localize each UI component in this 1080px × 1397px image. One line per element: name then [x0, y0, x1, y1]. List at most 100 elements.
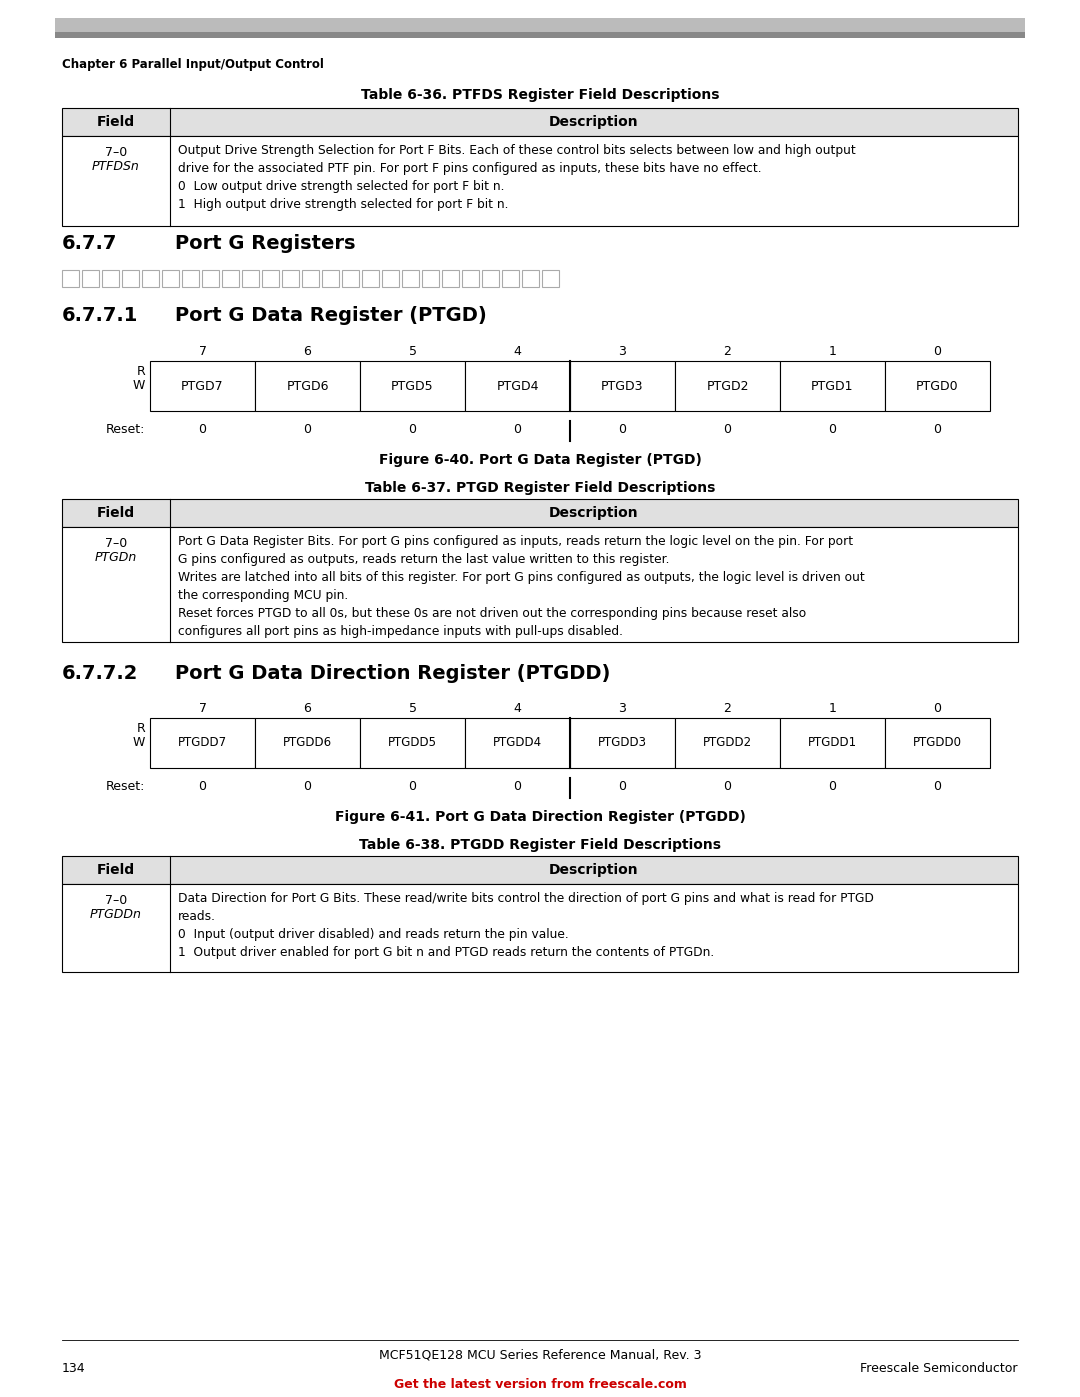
Text: Table 6-38. PTGDD Register Field Descriptions: Table 6-38. PTGDD Register Field Descrip… — [359, 838, 721, 852]
Text: 0: 0 — [724, 780, 731, 793]
Text: 0: 0 — [724, 423, 731, 436]
Text: Field: Field — [97, 115, 135, 129]
Text: 1  High output drive strength selected for port F bit n.: 1 High output drive strength selected fo… — [178, 198, 509, 211]
Text: 7–0: 7–0 — [105, 147, 127, 159]
Bar — [522, 270, 539, 286]
Bar — [183, 270, 199, 286]
Bar — [62, 499, 1018, 527]
Bar — [322, 270, 339, 286]
Text: 0: 0 — [933, 780, 942, 793]
Bar — [362, 270, 379, 286]
Bar — [780, 360, 885, 411]
Text: 1: 1 — [828, 345, 836, 358]
Bar — [360, 360, 465, 411]
Text: PTGD0: PTGD0 — [916, 380, 959, 393]
Text: Figure 6-40. Port G Data Register (PTGD): Figure 6-40. Port G Data Register (PTGD) — [379, 453, 701, 467]
Bar — [570, 718, 675, 768]
Text: Writes are latched into all bits of this register. For port G pins configured as: Writes are latched into all bits of this… — [178, 571, 865, 584]
Bar — [141, 270, 159, 286]
Text: Reset forces PTGD to all 0s, but these 0s are not driven out the corresponding p: Reset forces PTGD to all 0s, but these 0… — [178, 608, 807, 620]
Bar — [482, 270, 499, 286]
Text: PTGDDn: PTGDDn — [90, 908, 141, 921]
Text: PTGDD7: PTGDD7 — [178, 736, 227, 750]
Bar — [402, 270, 419, 286]
Text: PTFDSn: PTFDSn — [92, 161, 140, 173]
Text: Figure 6-41. Port G Data Direction Register (PTGDD): Figure 6-41. Port G Data Direction Regis… — [335, 810, 745, 824]
Text: PTGD3: PTGD3 — [602, 380, 644, 393]
Text: Freescale Semiconductor: Freescale Semiconductor — [861, 1362, 1018, 1375]
Text: 0: 0 — [933, 703, 942, 715]
Text: Chapter 6 Parallel Input/Output Control: Chapter 6 Parallel Input/Output Control — [62, 59, 324, 71]
Bar — [570, 360, 675, 411]
Text: 0: 0 — [303, 780, 311, 793]
Text: PTGD7: PTGD7 — [181, 380, 224, 393]
Text: Description: Description — [550, 506, 638, 520]
Bar — [780, 718, 885, 768]
Text: 7–0: 7–0 — [105, 894, 127, 907]
Text: Reset:: Reset: — [106, 423, 145, 436]
Text: Port G Data Direction Register (PTGDD): Port G Data Direction Register (PTGDD) — [175, 664, 610, 683]
Bar — [675, 718, 780, 768]
Bar — [465, 718, 570, 768]
Bar — [122, 270, 139, 286]
Text: 0: 0 — [513, 780, 522, 793]
Bar — [55, 32, 1025, 38]
Bar — [150, 360, 255, 411]
Text: 6: 6 — [303, 703, 311, 715]
Bar — [462, 270, 480, 286]
Text: 0: 0 — [933, 345, 942, 358]
Text: 0: 0 — [408, 423, 417, 436]
Text: the corresponding MCU pin.: the corresponding MCU pin. — [178, 590, 348, 602]
Text: Table 6-37. PTGD Register Field Descriptions: Table 6-37. PTGD Register Field Descript… — [365, 481, 715, 495]
Text: Data Direction for Port G Bits. These read/write bits control the direction of p: Data Direction for Port G Bits. These re… — [178, 893, 874, 905]
Text: 0: 0 — [513, 423, 522, 436]
Bar — [885, 718, 990, 768]
Text: 134: 134 — [62, 1362, 85, 1375]
Text: Description: Description — [550, 863, 638, 877]
Bar — [360, 718, 465, 768]
Text: 0: 0 — [933, 423, 942, 436]
Bar — [55, 18, 1025, 32]
Text: R: R — [136, 722, 145, 735]
Bar — [102, 270, 119, 286]
Text: Port G Registers: Port G Registers — [175, 235, 355, 253]
Text: 7: 7 — [199, 345, 206, 358]
Bar — [255, 718, 360, 768]
Bar — [62, 527, 1018, 643]
Text: 2: 2 — [724, 703, 731, 715]
Text: 0: 0 — [408, 780, 417, 793]
Text: Port G Data Register (PTGD): Port G Data Register (PTGD) — [175, 306, 487, 326]
Bar — [442, 270, 459, 286]
Bar — [382, 270, 399, 286]
Text: PTGDD2: PTGDD2 — [703, 736, 752, 750]
Text: PTGDD5: PTGDD5 — [388, 736, 437, 750]
Bar — [62, 108, 1018, 136]
Text: 3: 3 — [619, 703, 626, 715]
Text: Field: Field — [97, 863, 135, 877]
Bar — [242, 270, 259, 286]
Bar — [262, 270, 279, 286]
Text: 1: 1 — [828, 703, 836, 715]
Text: PTGDD4: PTGDD4 — [492, 736, 542, 750]
Bar — [222, 270, 239, 286]
Text: 4: 4 — [514, 345, 522, 358]
Text: 0: 0 — [619, 423, 626, 436]
Text: R: R — [136, 365, 145, 379]
Text: Reset:: Reset: — [106, 780, 145, 793]
Text: PTGDD6: PTGDD6 — [283, 736, 332, 750]
Bar — [675, 360, 780, 411]
Bar — [150, 718, 255, 768]
Bar — [542, 270, 559, 286]
Text: 6.7.7.1: 6.7.7.1 — [62, 306, 138, 326]
Text: PTGD2: PTGD2 — [706, 380, 748, 393]
Text: 5: 5 — [408, 345, 417, 358]
Text: PTGD4: PTGD4 — [496, 380, 539, 393]
Text: 0: 0 — [828, 423, 837, 436]
Bar — [162, 270, 179, 286]
Text: Field: Field — [97, 506, 135, 520]
Text: MCF51QE128 MCU Series Reference Manual, Rev. 3: MCF51QE128 MCU Series Reference Manual, … — [379, 1348, 701, 1361]
Text: 0: 0 — [828, 780, 837, 793]
Bar — [202, 270, 219, 286]
Text: 5: 5 — [408, 703, 417, 715]
Bar — [885, 360, 990, 411]
